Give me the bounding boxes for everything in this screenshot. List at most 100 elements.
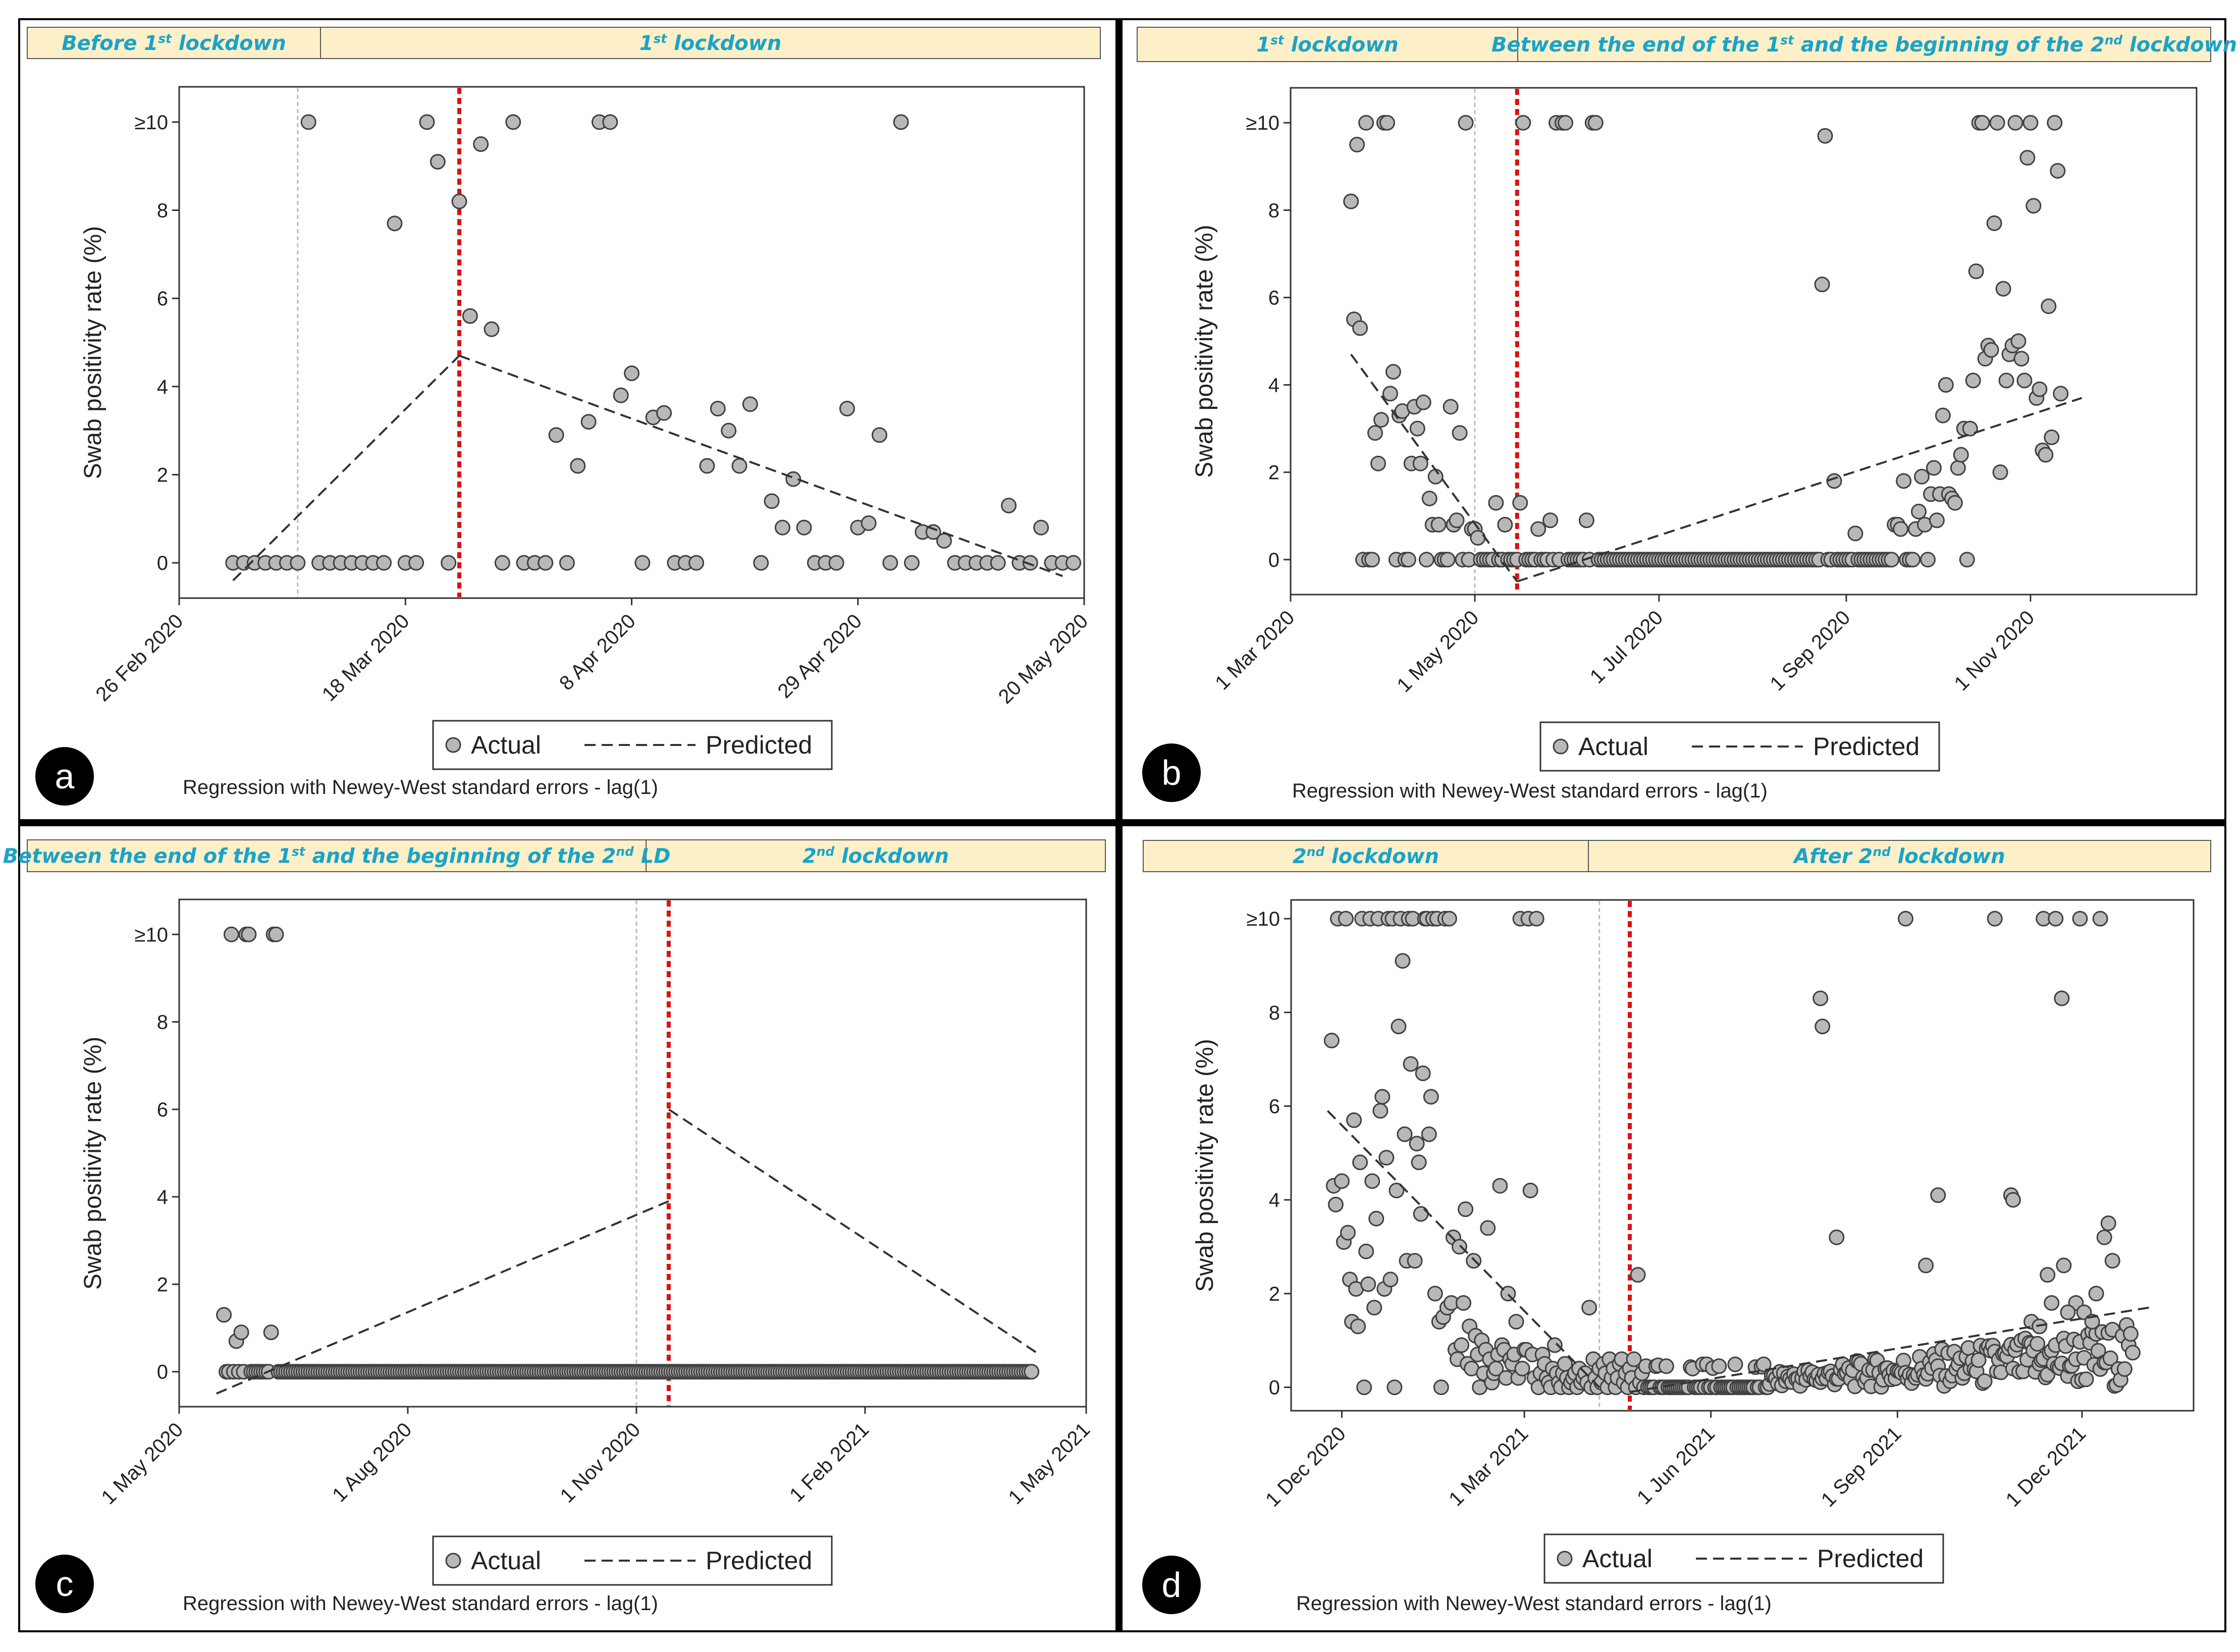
data-point: [2005, 1192, 2021, 1208]
predicted-line: [1326, 1110, 1601, 1388]
data-point: [1626, 1351, 1642, 1367]
data-point: [1415, 394, 1431, 410]
y-tick-label: 8: [1268, 199, 1279, 222]
data-point: [1391, 1019, 1407, 1035]
data-point: [721, 422, 737, 439]
header-superscript: st: [654, 31, 668, 46]
x-tick-label: 1 Dec 2020: [1261, 1422, 1350, 1511]
data-point: [1382, 386, 1398, 402]
data-point: [1334, 1173, 1350, 1189]
data-point: [634, 555, 651, 571]
data-point: [1959, 552, 1975, 568]
data-point: [1386, 1379, 1403, 1396]
y-axis-label: Swab positivity rate (%): [1191, 225, 1218, 478]
data-point: [1522, 1183, 1538, 1199]
x-tick-label: 1 Jun 2021: [1633, 1422, 1719, 1509]
regression-note: Regression with Newey-West standard erro…: [183, 1592, 658, 1615]
data-point: [839, 400, 855, 416]
data-point: [1989, 115, 2005, 131]
data-point: [1998, 372, 2014, 389]
regression-note: Regression with Newey-West standard erro…: [183, 776, 658, 798]
legend-label-predicted: Predicted: [1813, 732, 1919, 761]
header-right: Between the end of the 1st and the begin…: [1491, 33, 2237, 57]
data-point: [1847, 525, 1863, 542]
data-point: [290, 555, 306, 571]
data-point: [1542, 512, 1559, 528]
legend-label-actual: Actual: [471, 1547, 541, 1575]
data-point: [1374, 1089, 1391, 1105]
x-tick-label: 18 Mar 2020: [318, 610, 414, 706]
data-point: [2025, 198, 2042, 214]
header-text-part: 2: [1293, 845, 1307, 868]
data-point: [936, 532, 952, 549]
data-point: [1914, 468, 1930, 485]
data-point: [387, 216, 403, 232]
plot-area: [178, 898, 1087, 1408]
data-point: [1364, 1173, 1380, 1189]
header-text-part: 2: [803, 845, 817, 868]
x-tick-label: 1 Nov 2020: [556, 1418, 645, 1507]
data-point: [1427, 468, 1444, 485]
data-point: [1452, 425, 1468, 441]
data-point: [1514, 1360, 1530, 1376]
data-point: [1497, 517, 1513, 533]
data-point: [1385, 364, 1401, 380]
data-point: [1727, 1356, 1743, 1372]
header-text-part: lockdown: [2122, 33, 2237, 57]
data-point: [613, 387, 629, 403]
y-tick-label: 6: [1268, 287, 1279, 309]
data-point: [1352, 1154, 1368, 1170]
data-point: [1456, 1295, 1472, 1311]
predicted-line: [1629, 1306, 2149, 1393]
data-point: [861, 515, 877, 531]
data-point: [1962, 420, 1978, 437]
data-point: [1546, 1337, 1563, 1353]
data-point: [990, 555, 1006, 571]
y-axis-label: Swab positivity rate (%): [80, 226, 106, 479]
data-point: [1323, 1033, 1340, 1049]
data-point: [1340, 1224, 1356, 1241]
header-superscript: nd: [616, 844, 634, 859]
predicted-line: [1350, 353, 1518, 582]
header-band: [27, 839, 1106, 872]
x-tick-label: 1 Sep 2020: [1766, 606, 1854, 695]
header-text-part: 1: [1256, 33, 1270, 57]
data-point: [484, 321, 500, 337]
data-point: [1370, 455, 1386, 471]
data-point: [1418, 552, 1434, 568]
data-point: [408, 555, 424, 571]
data-point: [1400, 552, 1416, 568]
data-point: [2096, 1229, 2112, 1245]
data-point: [451, 193, 467, 209]
data-point: [1711, 1358, 1727, 1374]
data-point: [1395, 953, 1411, 969]
data-point: [1528, 911, 1544, 927]
data-point: [2048, 911, 2064, 927]
x-tick-label: 1 Mar 2020: [1211, 606, 1299, 694]
data-point: [268, 926, 284, 942]
legend-box: [432, 720, 833, 770]
data-point: [1829, 1229, 1845, 1245]
data-point: [1950, 460, 1966, 476]
data-point: [2040, 1267, 2056, 1283]
data-point: [1983, 342, 1999, 358]
data-point: [1065, 555, 1082, 571]
data-point: [1421, 491, 1437, 507]
data-point: [893, 114, 909, 130]
data-point: [1492, 1178, 1508, 1194]
data-point: [1372, 1103, 1389, 1119]
data-point: [602, 114, 618, 130]
header-left: Between the end of the 1st and the begin…: [3, 844, 671, 868]
panel-c: Between the end of the 1st and the begin…: [3, 839, 1106, 1615]
data-point: [1349, 137, 1365, 153]
y-tick-label: ≥10: [135, 112, 168, 134]
data-point: [1987, 911, 2003, 927]
y-tick-label: 0: [157, 1361, 168, 1383]
panel-label-badge: [35, 1555, 94, 1613]
data-point: [2047, 115, 2063, 131]
data-point: [2104, 1253, 2120, 1269]
data-point: [1403, 1056, 1419, 1072]
data-point: [2013, 351, 2030, 367]
data-point: [1433, 1379, 1449, 1396]
data-point: [2124, 1345, 2141, 1361]
